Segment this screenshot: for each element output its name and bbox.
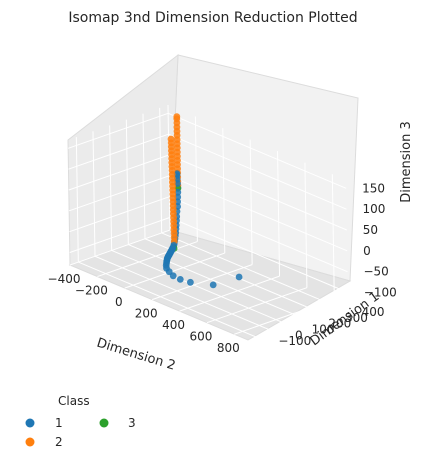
- y-grid-floor-1: [94, 255, 274, 332]
- x-grid-floor-1: [97, 241, 198, 278]
- x-grid-back-3: [249, 139, 253, 265]
- x-grid-back-5: [304, 162, 308, 288]
- legend-label-3: 3: [128, 416, 136, 430]
- y-grid-left-0: [75, 137, 79, 263]
- y-tick-label: 300: [345, 311, 368, 325]
- z-grid-back-3: [168, 175, 348, 252]
- legend-marker-3: [99, 418, 109, 428]
- y-grid-left-3: [125, 119, 129, 245]
- legend-marker-1: [25, 418, 35, 428]
- z-tick-label: 100: [362, 202, 385, 216]
- z-grid-left-3: [68, 175, 170, 212]
- y-grid-left-4: [142, 113, 146, 239]
- data-point-class-2: [167, 135, 175, 143]
- z-grid-left-1: [68, 133, 169, 170]
- z-grid-left-0: [67, 112, 169, 149]
- y-grid-left-1: [92, 131, 96, 257]
- y-grid-floor-0: [78, 261, 257, 338]
- z-tick-label: 150: [362, 181, 385, 195]
- x-grid-back-6: [331, 174, 335, 300]
- x-tick-label: −400: [48, 272, 81, 286]
- z-tick-label: 0: [363, 244, 371, 258]
- z-axis-label: Dimension 3: [399, 121, 414, 203]
- legend-marker-2: [25, 437, 35, 447]
- data-points: [162, 113, 243, 289]
- z-grid-back-2: [168, 154, 347, 231]
- y-tick-label: 400: [362, 305, 385, 319]
- chart-title: Isomap 3nd Dimension Reduction Plotted: [68, 10, 357, 26]
- y-grid-floor-2: [111, 249, 290, 326]
- y-grid-floor-5: [161, 232, 340, 309]
- x-tick-label: 400: [162, 318, 185, 332]
- x-axis-label: Dimension 2: [95, 336, 177, 374]
- data-point-class-1: [209, 281, 217, 289]
- x-grid-floor-0: [69, 229, 171, 266]
- y-tick-label: −100: [278, 334, 311, 348]
- x-tick-label: −200: [75, 284, 108, 298]
- z-grid-left-4: [69, 196, 170, 233]
- z-tick-label: 50: [363, 223, 378, 237]
- y-grid-left-5: [159, 107, 163, 233]
- data-point-class-1: [187, 278, 194, 286]
- x-grid-back-4: [277, 151, 281, 277]
- x-tick-label: 0: [115, 295, 123, 309]
- x-tick-label: 800: [217, 341, 240, 355]
- legend: Class 1 2 3: [25, 394, 136, 449]
- grid-lines: [67, 104, 348, 338]
- y-tick-label: 0: [295, 328, 303, 342]
- legend-title: Class: [58, 394, 90, 408]
- y-grid-left-2: [109, 125, 113, 251]
- z-grid-back-4: [169, 196, 348, 273]
- y-tick-label: 100: [312, 322, 335, 336]
- legend-label-2: 2: [55, 435, 63, 449]
- x-grid-floor-4: [179, 275, 280, 312]
- z-tick-label: −50: [363, 265, 388, 279]
- x-tick-label: 600: [189, 330, 212, 344]
- x-grid-back-2: [222, 128, 226, 254]
- data-point-class-1: [235, 273, 243, 281]
- z-grid-back-5: [169, 217, 348, 293]
- data-point-class-2: [173, 113, 181, 121]
- y-grid-floor-3: [128, 244, 307, 321]
- data-point-class-1: [176, 276, 184, 283]
- z-tick-label: −100: [364, 286, 397, 300]
- z-grid-back-0: [167, 112, 347, 189]
- y-tick-label: 200: [328, 317, 351, 331]
- x-tick-label: 200: [135, 307, 158, 321]
- x-grid-floor-5: [206, 287, 308, 324]
- z-grid-left-5: [69, 217, 170, 253]
- x-grid-back-1: [194, 116, 198, 242]
- x-grid-floor-6: [234, 298, 335, 335]
- x-grid-floor-2: [124, 252, 225, 289]
- legend-label-1: 1: [55, 416, 63, 430]
- x-grid-floor-3: [151, 264, 253, 301]
- z-grid-back-1: [168, 133, 347, 210]
- data-point-class-1: [169, 272, 177, 280]
- z-grid-left-2: [68, 154, 169, 191]
